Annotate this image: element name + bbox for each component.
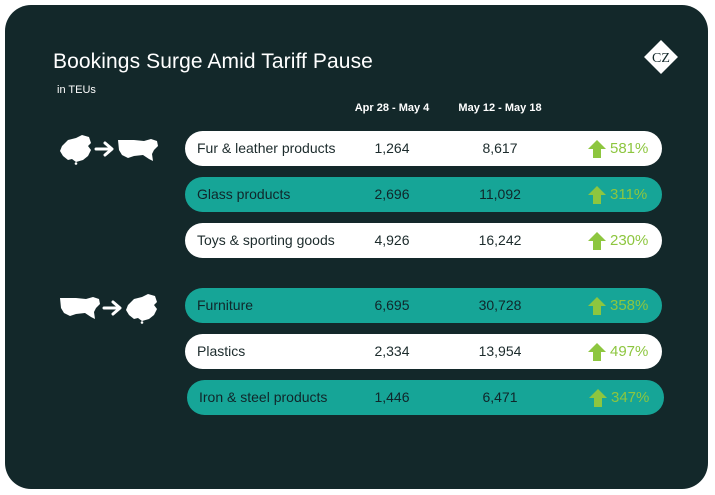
logo-text: CZ bbox=[652, 51, 670, 66]
up-arrow-icon bbox=[588, 343, 606, 361]
row-value-week1: 2,334 bbox=[374, 343, 410, 359]
row-value-week1: 1,446 bbox=[374, 389, 410, 405]
row-category: Iron & steel products bbox=[199, 389, 328, 405]
row-change: 497% bbox=[610, 343, 649, 360]
row-change: 230% bbox=[610, 232, 649, 249]
column-header-week1: Apr 28 - May 4 bbox=[354, 102, 430, 114]
up-arrow-icon bbox=[588, 140, 606, 158]
row-value-week1: 6,695 bbox=[374, 297, 410, 313]
route-us-to-china bbox=[60, 294, 157, 324]
row-change: 358% bbox=[610, 297, 649, 314]
column-header-week2: May 12 - May 18 bbox=[458, 102, 542, 114]
table-row: Iron & steel products 1,446 6,471 347% bbox=[187, 380, 664, 415]
chart-subtitle: in TEUs bbox=[57, 84, 96, 96]
right-arrow-icon bbox=[94, 141, 114, 157]
row-value-week2: 16,242 bbox=[478, 232, 522, 248]
us-map-icon bbox=[60, 297, 100, 319]
us-map-icon bbox=[118, 139, 158, 161]
row-value-week1: 2,696 bbox=[374, 186, 410, 202]
row-value-week2: 8,617 bbox=[482, 140, 518, 156]
row-value-week2: 6,471 bbox=[482, 389, 518, 405]
row-category: Furniture bbox=[197, 297, 254, 313]
row-value-week1: 1,264 bbox=[374, 140, 410, 156]
row-change: 347% bbox=[611, 389, 650, 406]
up-arrow-icon bbox=[588, 232, 606, 250]
table-row: Glass products 2,696 11,092 311% bbox=[185, 177, 662, 212]
table-row: Furniture 6,695 30,728 358% bbox=[185, 288, 662, 323]
row-value-week1: 4,926 bbox=[374, 232, 410, 248]
china-map-icon bbox=[60, 135, 91, 165]
up-arrow-icon bbox=[588, 297, 606, 315]
row-change: 311% bbox=[610, 186, 648, 203]
cz-logo: CZ bbox=[644, 40, 678, 74]
right-arrow-icon bbox=[102, 300, 122, 316]
row-category: Fur & leather products bbox=[197, 140, 336, 156]
china-map-icon bbox=[126, 294, 157, 324]
chart-title: Bookings Surge Amid Tariff Pause bbox=[53, 50, 373, 73]
row-value-week2: 30,728 bbox=[478, 297, 522, 313]
table-row: Toys & sporting goods 4,926 16,242 230% bbox=[185, 223, 662, 258]
table-row: Plastics 2,334 13,954 497% bbox=[185, 334, 662, 369]
row-change: 581% bbox=[610, 140, 649, 157]
row-value-week2: 13,954 bbox=[478, 343, 522, 359]
row-value-week2: 11,092 bbox=[479, 186, 521, 202]
table-row: Fur & leather products 1,264 8,617 581% bbox=[185, 131, 662, 166]
row-category: Glass products bbox=[197, 186, 291, 202]
up-arrow-icon bbox=[588, 186, 606, 204]
row-category: Toys & sporting goods bbox=[197, 232, 335, 248]
row-category: Plastics bbox=[197, 343, 246, 359]
route-china-to-us bbox=[60, 135, 158, 165]
up-arrow-icon bbox=[589, 389, 607, 407]
